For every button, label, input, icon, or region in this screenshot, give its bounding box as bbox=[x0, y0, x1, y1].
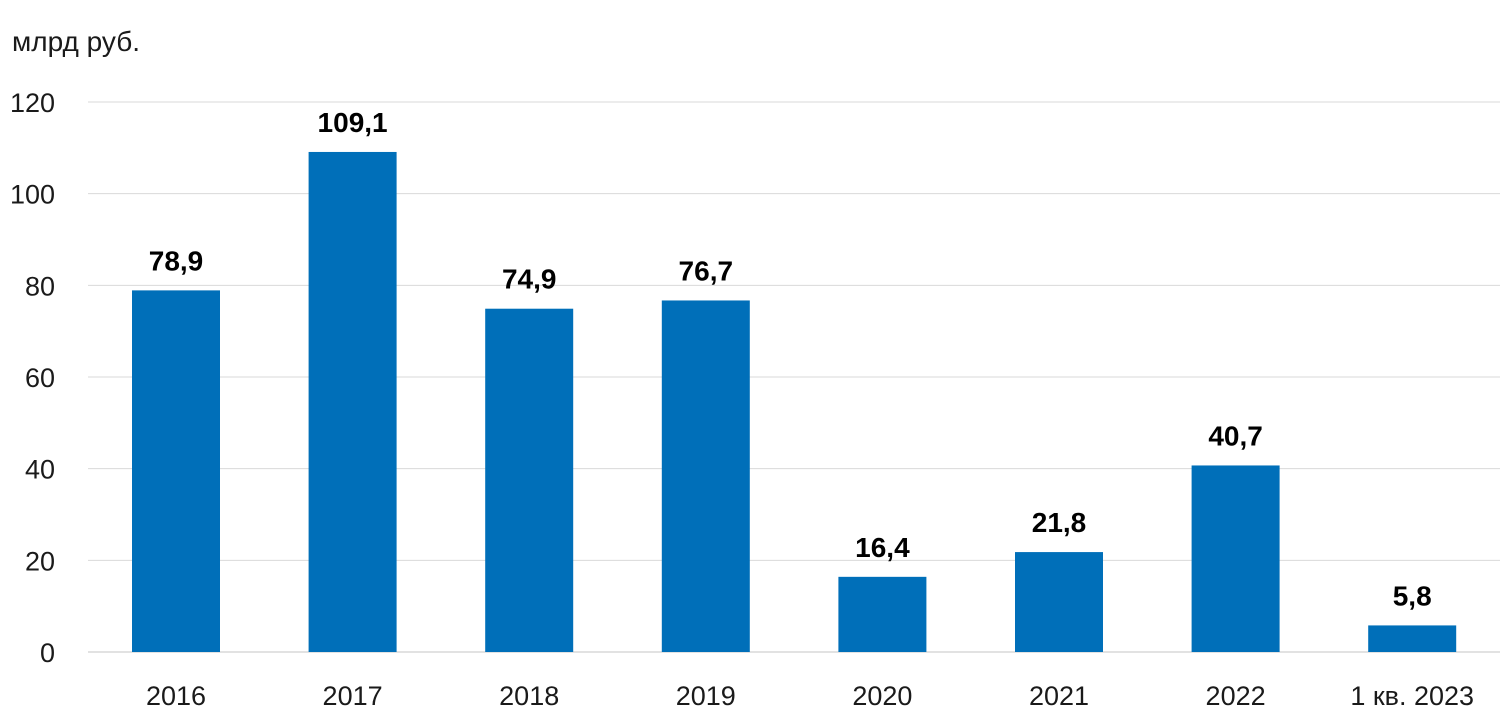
bar bbox=[1191, 465, 1280, 652]
x-category-label: 2021 bbox=[1029, 681, 1089, 711]
y-axis-ticks: 0 20 40 60 80 100 120 bbox=[10, 88, 55, 668]
x-category-label: 2020 bbox=[852, 681, 912, 711]
bar bbox=[838, 576, 927, 652]
bar bbox=[1368, 625, 1457, 652]
data-label: 5,8 bbox=[1393, 580, 1432, 611]
data-label: 109,1 bbox=[318, 107, 388, 138]
data-label: 78,9 bbox=[149, 245, 204, 276]
y-tick-label: 0 bbox=[40, 638, 55, 668]
gridlines bbox=[88, 101, 1500, 653]
bar bbox=[661, 300, 750, 652]
y-tick-label: 120 bbox=[10, 88, 55, 118]
data-label: 74,9 bbox=[502, 264, 557, 295]
x-category-label: 2022 bbox=[1206, 681, 1266, 711]
y-tick-label: 60 bbox=[25, 363, 55, 393]
x-category-label: 2019 bbox=[676, 681, 736, 711]
y-tick-label: 40 bbox=[25, 455, 55, 485]
x-axis-labels: 2016 2017 2018 2019 2020 2021 2022 1 кв. 2023 bbox=[146, 681, 1474, 711]
bar bbox=[1015, 552, 1103, 652]
data-label: 76,7 bbox=[679, 255, 734, 286]
x-category-label: 2018 bbox=[499, 681, 559, 711]
data-labels: 78,9 109,1 74,9 76,7 16,4 21,8 40,7 5,8 bbox=[149, 107, 1432, 611]
bar bbox=[485, 308, 574, 652]
x-category-label: 2017 bbox=[323, 681, 383, 711]
bar bbox=[132, 290, 220, 652]
y-axis-unit-label: млрд руб. bbox=[12, 26, 141, 57]
y-tick-label: 80 bbox=[25, 271, 55, 301]
bar bbox=[308, 151, 397, 653]
y-tick-label: 100 bbox=[10, 180, 55, 210]
x-category-label: 1 кв. 2023 bbox=[1350, 681, 1474, 711]
data-label: 40,7 bbox=[1208, 420, 1263, 451]
x-category-label: 2016 bbox=[146, 681, 206, 711]
bars bbox=[132, 151, 1457, 653]
y-tick-label: 20 bbox=[25, 546, 55, 576]
data-label: 16,4 bbox=[855, 532, 910, 563]
data-label: 21,8 bbox=[1032, 507, 1087, 538]
